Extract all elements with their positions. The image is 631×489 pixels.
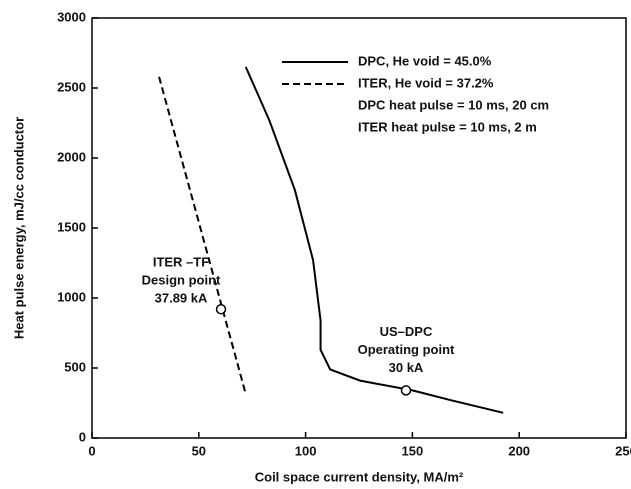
design-point — [215, 303, 227, 315]
x-tick-label: 50 — [192, 443, 206, 458]
y-tick-label: 0 — [79, 429, 86, 444]
legend-label: DPC, He void = 45.0% — [358, 53, 492, 68]
x-axis-label: Coil space current density, MA/m² — [255, 469, 464, 484]
y-axis-label: Heat pulse energy, mJ/cc conductor — [11, 117, 26, 339]
x-tick-label: 0 — [88, 443, 95, 458]
data-line — [158, 76, 247, 393]
point-label: US–DPC — [380, 324, 433, 339]
y-tick-label: 500 — [64, 359, 86, 374]
note: DPC heat pulse = 10 ms, 20 cm — [358, 97, 549, 112]
point-label: 30 kA — [389, 360, 424, 375]
y-tick-label: 1500 — [57, 219, 86, 234]
legend-label: ITER, He void = 37.2% — [358, 75, 494, 90]
x-tick-label: 200 — [508, 443, 530, 458]
y-tick-label: 3000 — [57, 9, 86, 24]
point-label: Operating point — [358, 342, 455, 357]
data-line — [244, 66, 504, 414]
y-tick-label: 2000 — [57, 149, 86, 164]
y-tick-label: 2500 — [57, 79, 86, 94]
x-tick-label: 150 — [402, 443, 424, 458]
note: ITER heat pulse = 10 ms, 2 m — [358, 119, 537, 134]
x-tick-label: 250 — [615, 443, 631, 458]
point-label: 37.89 kA — [155, 291, 208, 306]
y-tick-label: 1000 — [57, 289, 86, 304]
point-label: ITER –TF — [153, 255, 209, 270]
design-point — [400, 385, 412, 396]
point-label: Design point — [142, 273, 221, 288]
x-tick-label: 100 — [295, 443, 317, 458]
